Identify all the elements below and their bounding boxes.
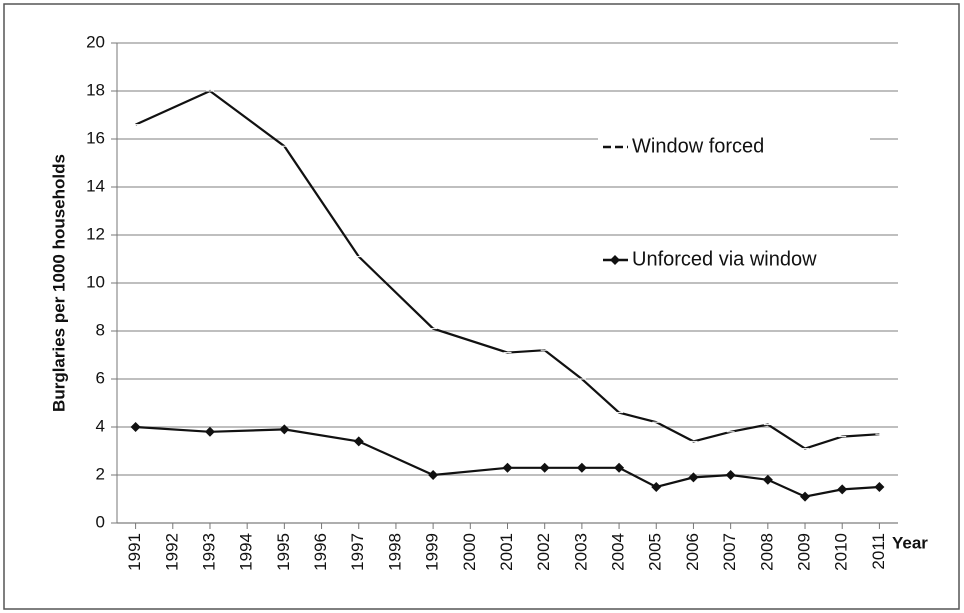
frame [3,3,960,610]
x-tick-label: 1993 [199,533,218,571]
y-tick-label: 14 [86,176,105,195]
y-tick-label: 2 [96,464,105,483]
y-tick-label: 10 [86,272,105,291]
x-tick-label: 2008 [757,533,776,571]
x-tick-label: 1995 [274,533,293,571]
point [502,462,513,473]
x-tick-label: 2001 [497,533,516,571]
y-tick-label: 6 [96,368,105,387]
y-axis-label: Burglaries per 1000 households [49,154,68,412]
legend-bg [598,244,870,276]
x-tick-label: 2005 [646,533,665,571]
x-tick-label: 1994 [237,533,256,571]
x-tick-label: 2009 [795,533,814,571]
point [130,422,141,432]
series-line [135,89,880,450]
x-tick-label: 1996 [311,533,330,571]
x-tick-label: 2010 [832,533,851,571]
x-tick-label: 1991 [125,533,144,571]
point [539,462,550,473]
x-tick-label: 2002 [534,533,553,571]
x-axis-label: Year [892,533,928,552]
legend-bg [598,131,870,163]
y-tick-label: 8 [96,320,105,339]
x-tick-label: 2003 [571,533,590,571]
point [651,482,662,492]
point [762,474,773,485]
y-tick-label: 18 [86,80,105,99]
point [800,491,811,502]
x-tick-label: 1992 [162,533,181,571]
y-tick-label: 0 [96,512,105,531]
point [576,462,587,473]
point [688,472,699,483]
x-tick-label: 2006 [683,533,702,571]
y-tick-label: 12 [86,224,105,243]
point [614,462,625,473]
point [204,426,215,437]
x-tick-label: 1998 [385,533,404,571]
x-tick-label: 1999 [423,533,442,571]
legend-marker [610,255,620,265]
x-tick-label: 2000 [460,533,479,571]
legend-label: Window forced [632,135,764,157]
x-tick-label: 2011 [869,533,888,570]
legend-label: Unforced via window [632,248,817,270]
point [725,470,736,480]
x-tick-label: 1997 [348,533,367,571]
y-tick-label: 16 [86,128,105,147]
series-line [135,425,880,498]
point [428,470,439,480]
point [353,436,364,447]
y-tick-label: 4 [96,416,105,435]
x-tick-label: 2004 [609,533,628,571]
point [279,424,290,435]
y-tick-label: 20 [86,32,105,51]
point [874,482,885,492]
point [837,484,848,495]
x-tick-label: 2007 [720,533,739,571]
